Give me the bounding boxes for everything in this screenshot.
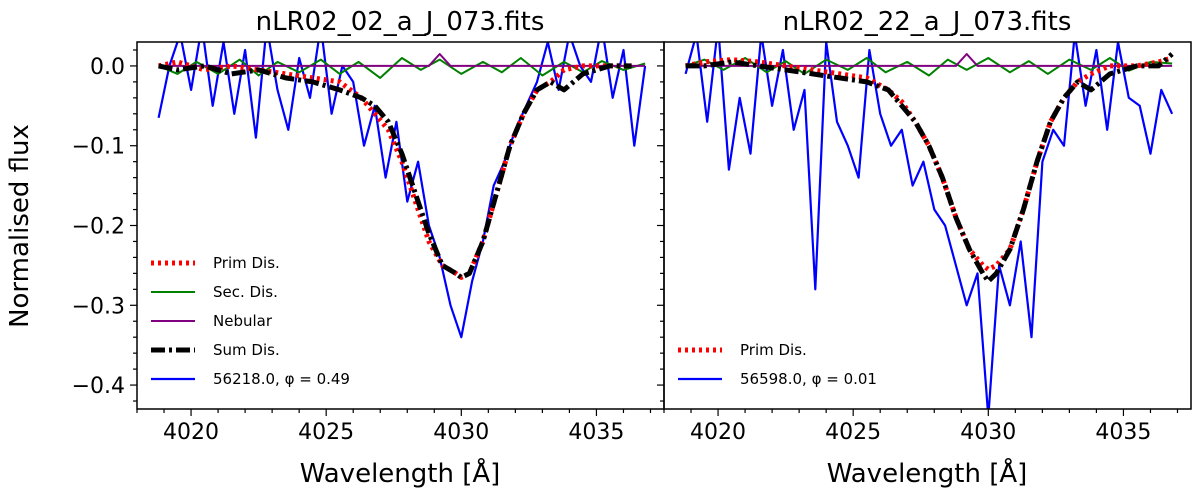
series-line-nebular bbox=[158, 53, 646, 67]
y-tick-label: −0.1 bbox=[72, 135, 125, 160]
series-line-sec bbox=[158, 57, 646, 79]
legend-label-prim: Prim Dis. bbox=[740, 341, 807, 359]
legend-label-nebular: Nebular bbox=[213, 312, 273, 330]
left-panel-title: nLR02_02_a_J_073.fits bbox=[256, 7, 545, 37]
y-tick-label: 0.0 bbox=[90, 55, 125, 80]
left-x-axis-label: Wavelength [Å] bbox=[300, 457, 501, 489]
right-legend: Prim Dis. 56598.0, φ = 0.01 bbox=[678, 341, 877, 388]
x-tick-label: 4025 bbox=[298, 420, 354, 445]
x-tick-label: 4035 bbox=[568, 420, 624, 445]
series-line-prim bbox=[685, 55, 1173, 272]
legend-label-sum: Sum Dis. bbox=[213, 341, 280, 359]
series-line-obs bbox=[684, 42, 1174, 409]
right-x-axis-label: Wavelength [Å] bbox=[827, 457, 1028, 489]
y-tick-label: −0.4 bbox=[72, 374, 125, 399]
left-panel: nLR02_02_a_J_073.fits 4020 4025 4030 4035 0.… bbox=[72, 7, 665, 489]
series-line-prim bbox=[158, 59, 632, 280]
series-line-nebular bbox=[685, 53, 1173, 67]
legend-label-prim: Prim Dis. bbox=[213, 254, 280, 272]
x-tick-label: 4020 bbox=[690, 420, 746, 445]
x-tick-label: 4020 bbox=[163, 420, 219, 445]
left-legend: Prim Dis. Sec. Dis. Nebular Sum Dis. 56218.0… bbox=[151, 254, 350, 388]
x-tick-label: 4025 bbox=[825, 420, 881, 445]
x-tick-label: 4030 bbox=[960, 420, 1016, 445]
right-panel-title: nLR02_22_a_J_073.fits bbox=[783, 7, 1072, 37]
left-ticks: 4020 4025 4030 4035 0.0 −0.1 −0.2 −0.3 −0.4 bbox=[72, 49, 652, 445]
right-series bbox=[684, 42, 1174, 409]
right-ticks: 4020 4025 4030 4035 bbox=[657, 49, 1179, 445]
legend-label-obs: 56598.0, φ = 0.01 bbox=[740, 370, 877, 388]
x-tick-label: 4030 bbox=[433, 420, 489, 445]
x-tick-label: 4035 bbox=[1095, 420, 1151, 445]
y-tick-label: −0.2 bbox=[72, 215, 125, 240]
right-plot-frame bbox=[663, 41, 1192, 410]
series-line-sum bbox=[685, 52, 1174, 284]
y-axis-label: Normalised flux bbox=[5, 124, 35, 328]
series-line-sum bbox=[158, 63, 632, 280]
series-line-sec bbox=[685, 57, 1173, 77]
right-panel: nLR02_22_a_J_073.fits 4020 4025 4030 4035 W… bbox=[657, 7, 1192, 489]
y-tick-label: −0.3 bbox=[72, 294, 125, 319]
legend-label-obs: 56218.0, φ = 0.49 bbox=[213, 370, 350, 388]
left-series bbox=[157, 42, 647, 339]
legend-label-sec: Sec. Dis. bbox=[213, 283, 278, 301]
